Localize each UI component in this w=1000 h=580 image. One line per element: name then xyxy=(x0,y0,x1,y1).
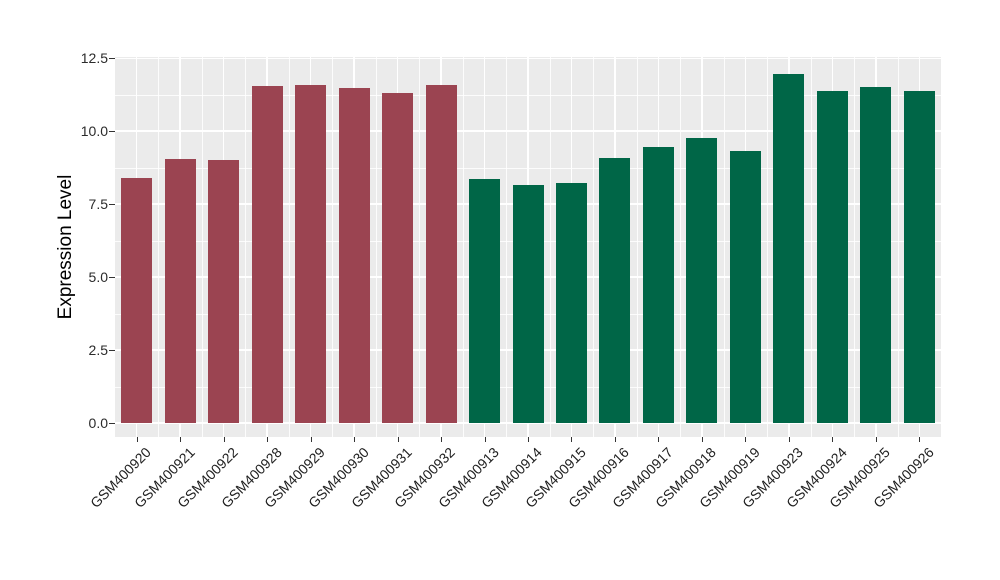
y-tick-label: 12.5 xyxy=(80,50,108,67)
bar-GSM400930 xyxy=(338,88,370,423)
y-tick-mark xyxy=(109,204,115,206)
x-tick-mark xyxy=(832,437,834,442)
x-tick-mark xyxy=(397,437,399,442)
bar-GSM400915 xyxy=(555,183,587,423)
gridline-minor-v xyxy=(897,57,899,437)
gridline-minor-v xyxy=(462,57,464,437)
x-tick-mark xyxy=(614,437,616,442)
x-tick-mark xyxy=(528,437,529,442)
bar-GSM400928 xyxy=(251,85,283,423)
x-tick-mark xyxy=(658,437,660,442)
gridline-minor-v xyxy=(723,57,725,437)
x-tick-mark xyxy=(701,437,703,442)
x-tick-mark xyxy=(136,437,138,442)
gridline-minor-v xyxy=(854,57,856,437)
y-tick-label: 10.0 xyxy=(80,123,108,140)
y-tick-mark xyxy=(109,58,115,60)
gridline-minor-v xyxy=(593,57,595,437)
x-tick-mark xyxy=(788,437,790,442)
x-tick-mark xyxy=(180,437,182,442)
y-tick-label: 7.5 xyxy=(88,196,108,213)
bar-GSM400931 xyxy=(382,92,414,423)
gridline-minor-v xyxy=(810,57,812,437)
y-tick-mark xyxy=(109,131,115,133)
bar-GSM400924 xyxy=(816,90,848,423)
y-tick-mark xyxy=(109,277,115,279)
y-tick-mark xyxy=(109,350,115,352)
bar-GSM400914 xyxy=(512,185,544,423)
x-tick-mark xyxy=(745,437,747,442)
gridline-minor-v xyxy=(288,57,290,437)
y-tick-mark xyxy=(109,423,115,424)
bar-GSM400929 xyxy=(295,84,327,423)
bar-GSM400919 xyxy=(729,150,761,423)
bar-GSM400925 xyxy=(860,86,892,423)
bar-GSM400920 xyxy=(121,178,153,423)
bar-GSM400913 xyxy=(469,179,501,423)
bar-GSM400921 xyxy=(164,158,196,423)
bar-GSM400916 xyxy=(599,158,631,423)
gridline-minor-v xyxy=(245,57,247,437)
x-tick-mark xyxy=(875,437,877,442)
bar-GSM400922 xyxy=(208,160,240,423)
x-tick-mark xyxy=(571,437,573,442)
x-tick-mark xyxy=(310,437,312,442)
x-tick-mark xyxy=(484,437,486,442)
gridline-minor-v xyxy=(549,57,551,437)
y-tick-label: 2.5 xyxy=(88,342,108,359)
x-tick-mark xyxy=(919,437,921,442)
bar-GSM400917 xyxy=(642,146,674,423)
bar-GSM400918 xyxy=(686,137,718,423)
gridline-minor-v xyxy=(419,57,421,437)
y-tick-label: 0.0 xyxy=(88,415,108,431)
x-tick-mark xyxy=(354,437,356,442)
x-tick-mark xyxy=(223,437,225,442)
plot-panel xyxy=(115,57,941,437)
gridline-minor-v xyxy=(332,57,334,437)
gridline-minor-v xyxy=(375,57,377,437)
gridline-minor-v xyxy=(506,57,508,437)
gridline-minor-v xyxy=(158,57,160,437)
bar-GSM400926 xyxy=(903,91,935,423)
gridline-minor-v xyxy=(767,57,769,437)
x-tick-mark xyxy=(441,437,443,442)
gridline-minor-v xyxy=(636,57,638,437)
bar-GSM400923 xyxy=(773,74,805,423)
gridline-minor-v xyxy=(680,57,682,437)
x-tick-mark xyxy=(267,437,269,442)
gridline-minor-v xyxy=(201,57,203,437)
bar-GSM400932 xyxy=(425,85,457,423)
y-tick-label: 5.0 xyxy=(88,269,108,286)
